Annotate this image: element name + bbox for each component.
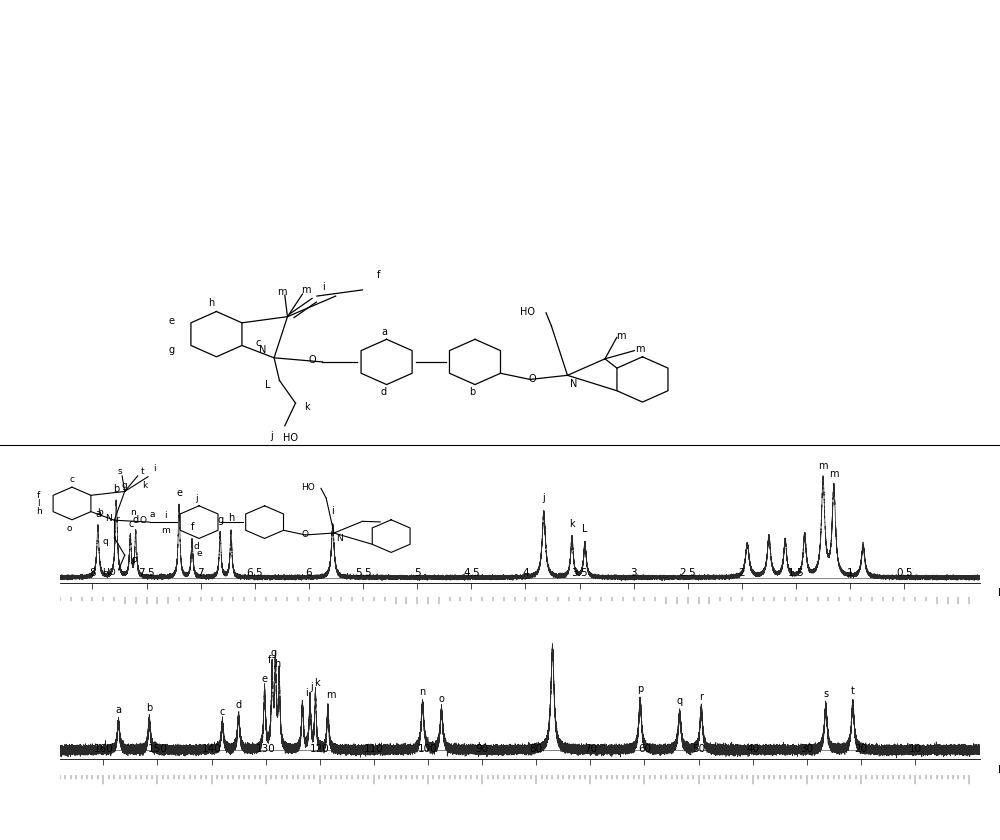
Text: j: j (195, 494, 198, 502)
Text: n: n (419, 687, 426, 697)
Text: p: p (131, 554, 137, 564)
Text: o: o (67, 524, 72, 533)
Text: e: e (262, 674, 268, 684)
Text: p: p (637, 684, 643, 694)
Text: g: g (217, 515, 223, 525)
Text: f: f (268, 654, 272, 664)
Text: O: O (302, 530, 309, 539)
Text: b: b (146, 703, 152, 713)
Text: m: m (818, 461, 828, 471)
Text: f: f (377, 270, 380, 281)
Text: i: i (305, 688, 308, 698)
Text: N: N (259, 345, 266, 355)
Text: h: h (36, 507, 42, 516)
Text: d: d (381, 387, 387, 397)
Text: g: g (271, 648, 277, 659)
Text: q: q (677, 696, 683, 706)
Text: i: i (322, 282, 325, 292)
Text: c: c (70, 475, 74, 484)
Text: m: m (829, 469, 839, 479)
Text: m: m (161, 526, 170, 535)
Text: c: c (220, 707, 225, 717)
Text: m: m (635, 344, 645, 354)
Text: f: f (190, 522, 194, 533)
Text: a: a (95, 509, 101, 518)
Text: l: l (37, 499, 40, 508)
Text: k: k (142, 481, 147, 490)
Text: e: e (176, 488, 182, 497)
Text: k: k (304, 402, 310, 412)
Text: h: h (274, 659, 281, 669)
Text: i: i (153, 464, 156, 473)
Text: N: N (336, 534, 343, 543)
Text: r: r (115, 515, 119, 524)
Text: d: d (236, 701, 242, 711)
Text: i: i (331, 506, 334, 516)
Text: g: g (169, 344, 175, 354)
Text: f: f (37, 491, 40, 500)
Text: h: h (208, 298, 214, 308)
Text: b: b (97, 508, 103, 517)
Text: a: a (381, 327, 387, 337)
Text: O: O (309, 354, 316, 365)
Text: q: q (102, 537, 108, 546)
Text: m: m (277, 287, 287, 297)
Text: m: m (326, 690, 335, 701)
Text: e: e (169, 316, 175, 326)
Text: c: c (129, 519, 134, 529)
Text: HO: HO (301, 483, 315, 491)
Text: HO: HO (520, 307, 535, 317)
Text: O: O (529, 375, 536, 385)
Text: h: h (228, 513, 234, 522)
Text: r: r (699, 692, 703, 702)
Text: s: s (823, 689, 828, 699)
Text: N: N (105, 514, 111, 522)
Text: n: n (130, 508, 135, 517)
Text: g: g (122, 481, 128, 490)
Text: L: L (582, 524, 588, 534)
Text: a: a (150, 510, 155, 519)
Text: s: s (117, 467, 122, 475)
Text: i: i (164, 512, 167, 521)
Text: d: d (194, 543, 199, 552)
Text: e: e (196, 549, 202, 559)
Text: HO: HO (102, 568, 116, 577)
Text: m: m (616, 331, 626, 341)
Text: d: d (133, 515, 139, 525)
Text: j: j (310, 682, 313, 692)
Text: m: m (301, 285, 311, 295)
Text: o: o (439, 694, 444, 704)
Text: j: j (542, 493, 545, 503)
Text: b: b (469, 387, 475, 397)
Text: t: t (141, 467, 145, 475)
Text: ppm: ppm (998, 763, 1000, 773)
Text: k: k (569, 519, 575, 529)
Text: c: c (255, 339, 261, 349)
Text: L: L (265, 380, 270, 390)
Text: O: O (140, 516, 147, 525)
Text: t: t (851, 686, 855, 696)
Text: j: j (270, 431, 273, 441)
Text: ppm: ppm (998, 585, 1000, 596)
Text: k: k (314, 678, 320, 688)
Text: N: N (570, 379, 578, 389)
Text: a: a (115, 706, 121, 716)
Text: HO: HO (283, 433, 298, 443)
Text: b: b (113, 484, 119, 493)
